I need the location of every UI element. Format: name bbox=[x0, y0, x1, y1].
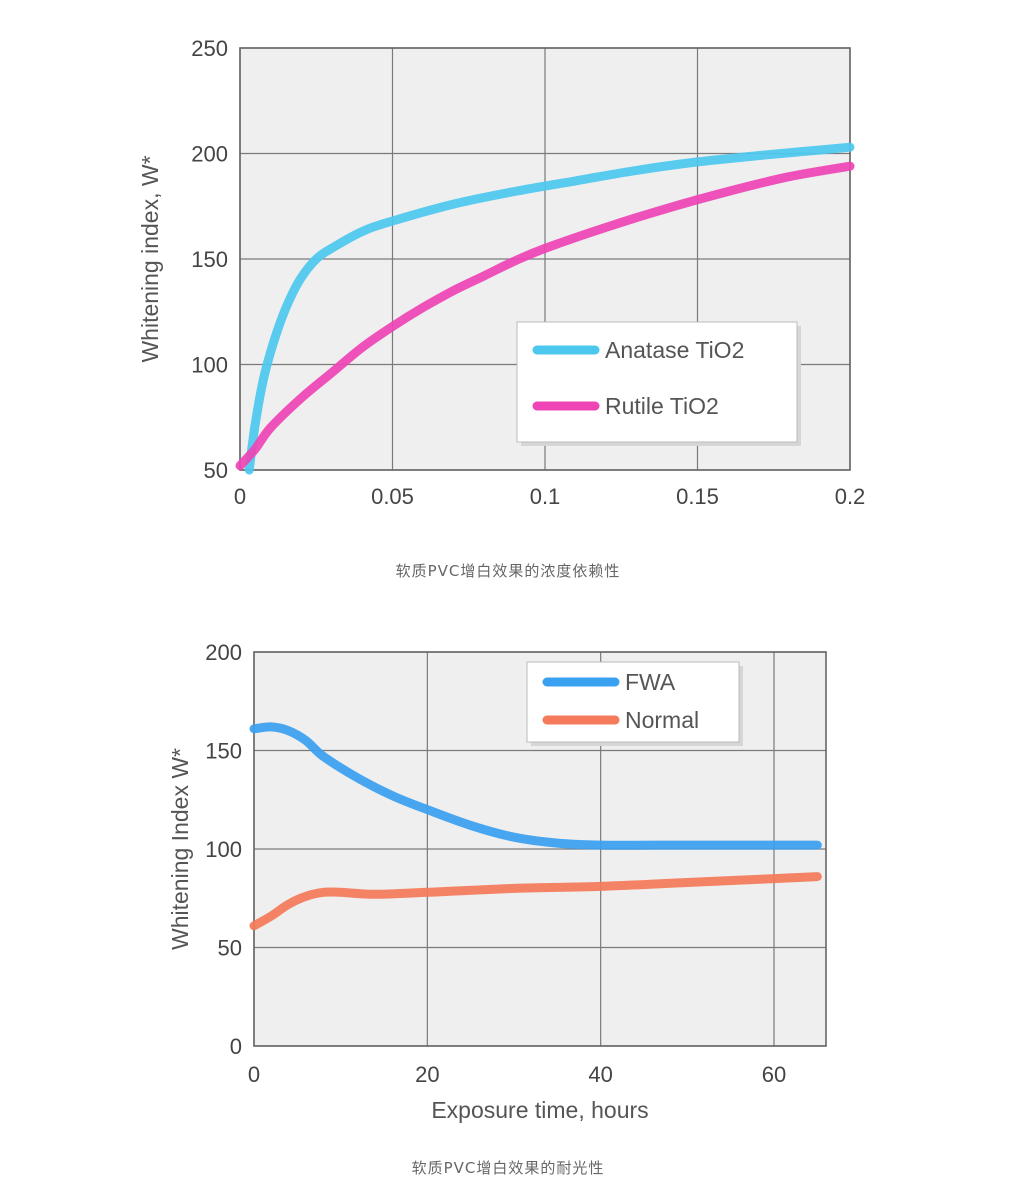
legend-label-1: Anatase TiO2 bbox=[605, 337, 744, 363]
y-axis-label: Whitening Index W* bbox=[167, 748, 193, 950]
y-tick-label: 200 bbox=[191, 142, 228, 167]
chart-lightfastness-svg: 0 20 40 60 0 50 100 150 200 Whitening Index W* Exp… bbox=[167, 640, 827, 1123]
legend-label-2: Normal bbox=[625, 707, 699, 733]
chart-lightfastness: 0 20 40 60 0 50 100 150 200 Whitening Index W* Exp… bbox=[0, 620, 1016, 1145]
y-tick-label: 150 bbox=[191, 247, 228, 272]
legend-box bbox=[516, 321, 798, 443]
x-axis-label: Exposure time, hours bbox=[431, 1097, 648, 1123]
x-tick-label: 0.15 bbox=[676, 484, 719, 509]
x-tick-label: 60 bbox=[762, 1062, 786, 1087]
legend-box bbox=[526, 661, 740, 743]
chart-concentration-svg: 0 0.05 0.1 0.15 0.2 50 100 150 200 250 Whitening i… bbox=[137, 36, 866, 509]
y-tick-label: 50 bbox=[218, 936, 242, 961]
plot-frame bbox=[239, 47, 851, 471]
x-tick-label: 0.2 bbox=[835, 484, 866, 509]
chart-concentration: 0 0.05 0.1 0.15 0.2 50 100 150 200 250 Whitening i… bbox=[0, 0, 1016, 555]
y-tick-label: 0 bbox=[230, 1034, 242, 1059]
series-line-1 bbox=[244, 142, 855, 475]
x-tick-label: 0 bbox=[234, 484, 246, 509]
x-tick-label: 0.05 bbox=[371, 484, 414, 509]
y-tick-label: 100 bbox=[205, 837, 242, 862]
y-tick-label: 150 bbox=[205, 739, 242, 764]
x-tick-label: 0 bbox=[248, 1062, 260, 1087]
series-line-1 bbox=[249, 722, 822, 850]
x-tick-label: 20 bbox=[415, 1062, 439, 1087]
legend-label-1: FWA bbox=[625, 669, 676, 695]
series-line-2 bbox=[235, 161, 855, 471]
legend-label-2: Rutile TiO2 bbox=[605, 393, 719, 419]
series-line-2 bbox=[249, 872, 822, 931]
y-axis-label: Whitening index, W* bbox=[137, 155, 163, 362]
y-tick-label: 250 bbox=[191, 36, 228, 61]
x-tick-label: 0.1 bbox=[530, 484, 561, 509]
caption-lightfastness: 软质PVC增白效果的耐光性 bbox=[411, 1159, 605, 1177]
y-tick-label: 200 bbox=[205, 640, 242, 665]
y-tick-label: 50 bbox=[204, 458, 228, 483]
plot-frame bbox=[253, 651, 827, 1047]
y-tick-label: 100 bbox=[191, 353, 228, 378]
x-tick-label: 40 bbox=[588, 1062, 612, 1087]
caption-concentration: 软质PVC增白效果的浓度依赖性 bbox=[395, 562, 621, 580]
